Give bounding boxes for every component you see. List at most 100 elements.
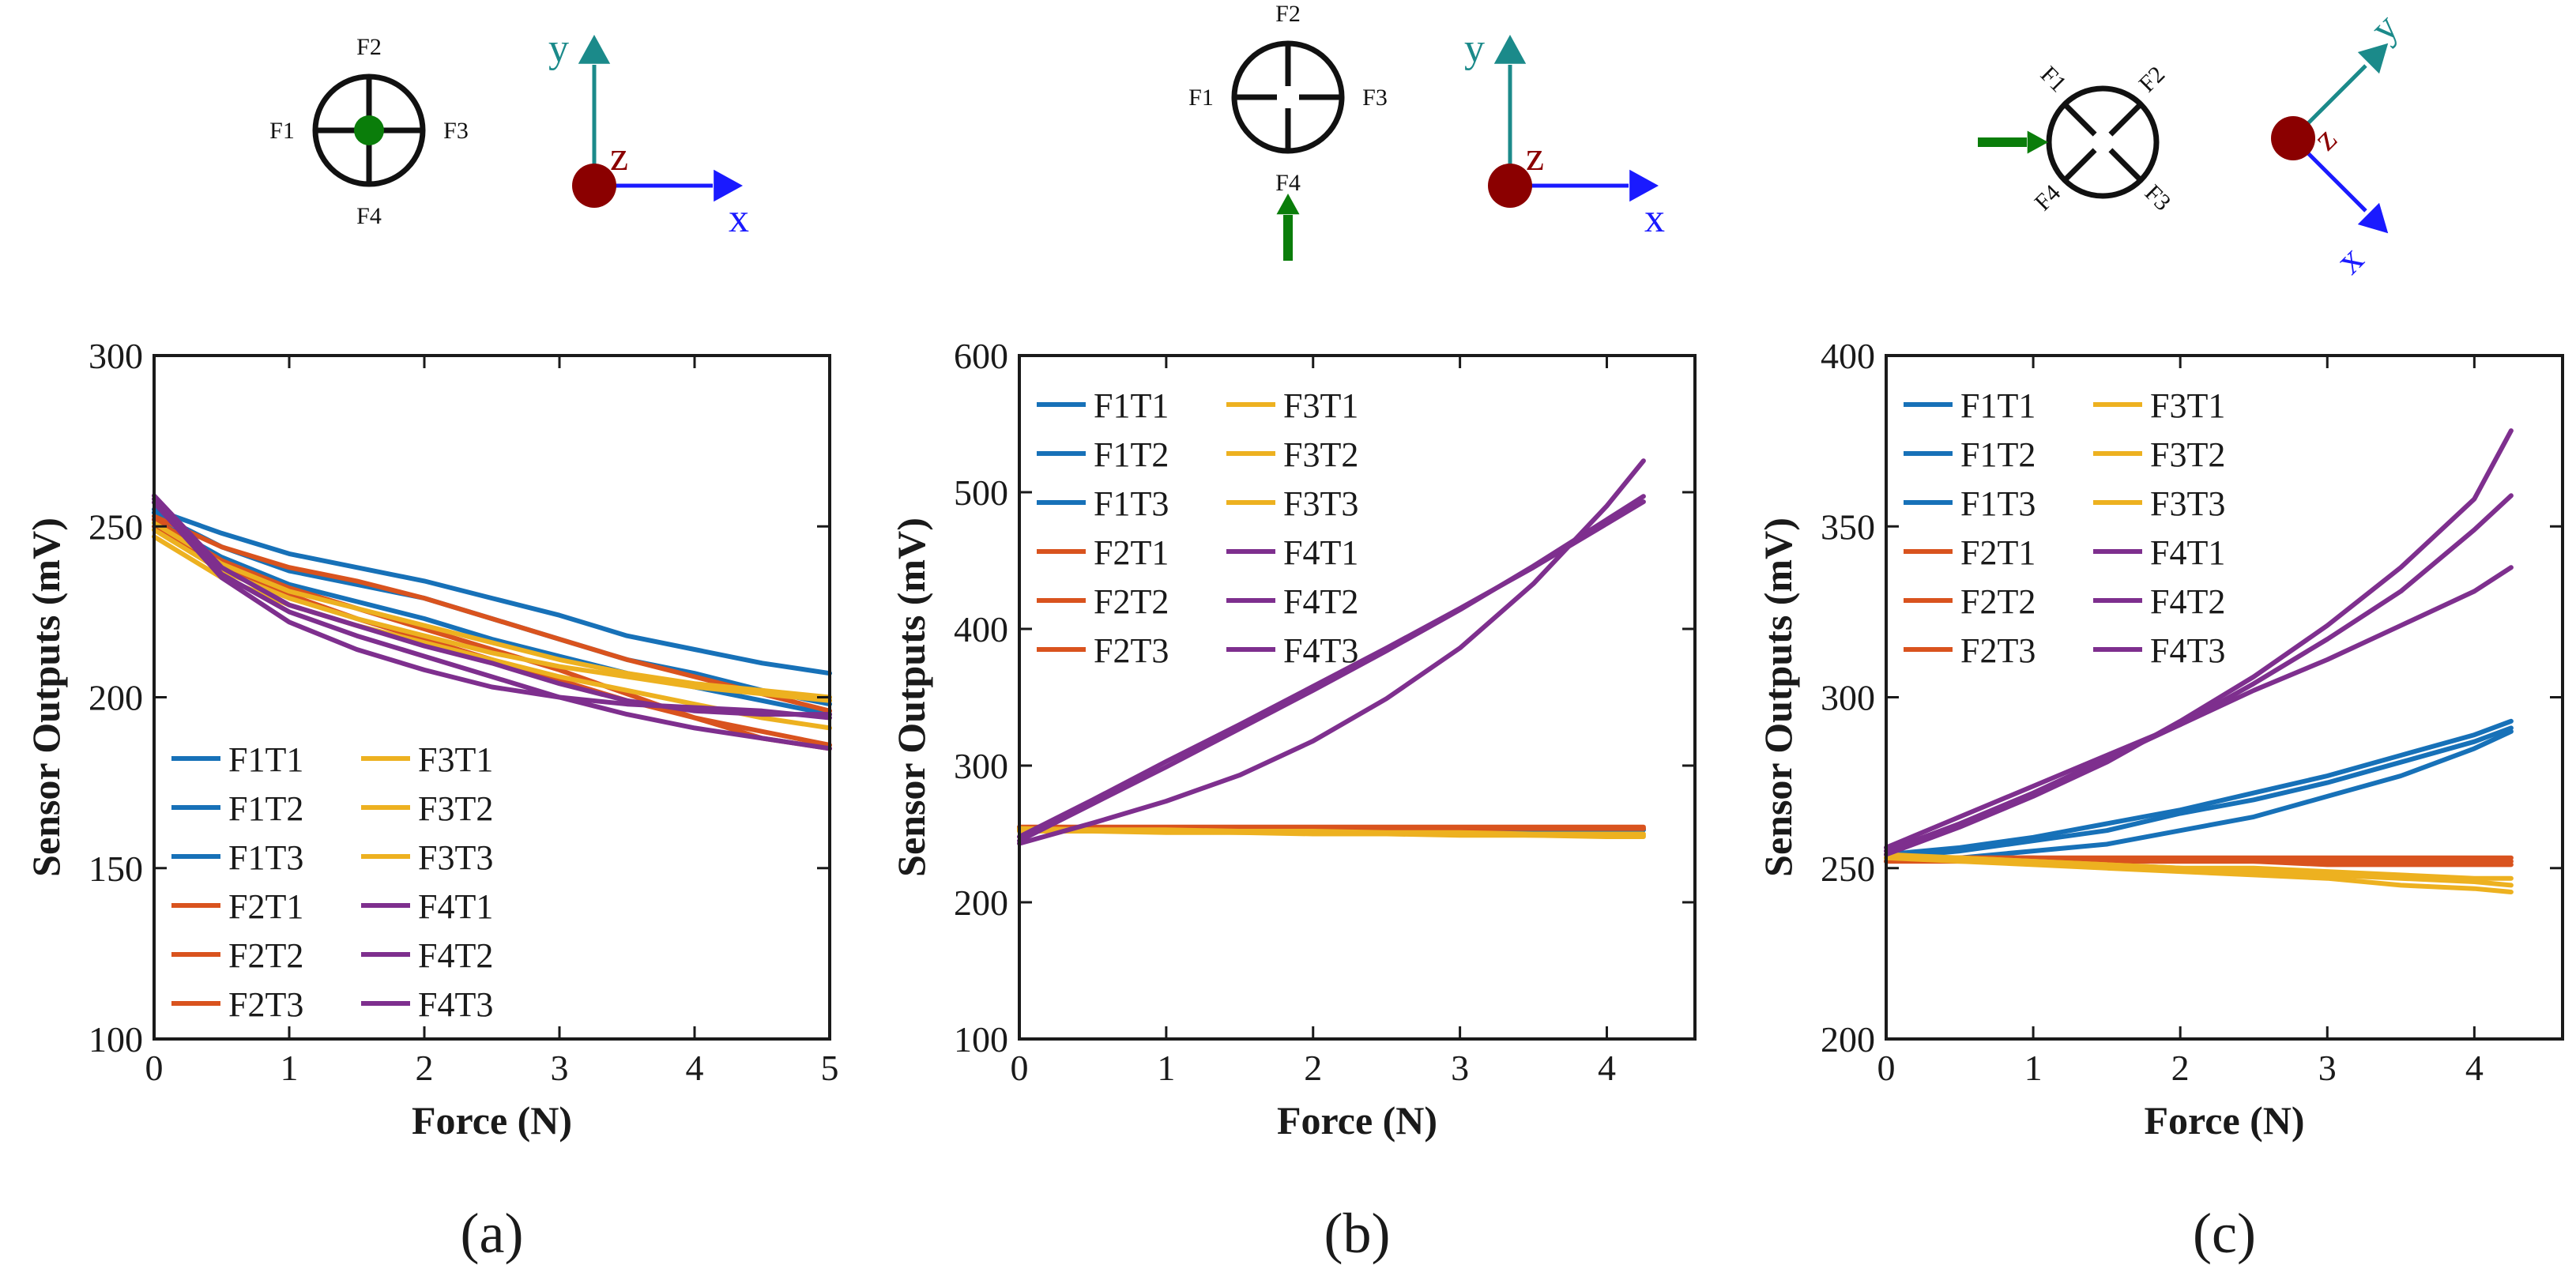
series-line-f4t3: [152, 500, 832, 721]
legend-label: F4T3: [418, 985, 493, 1024]
sensor-bar-left: [2062, 102, 2097, 137]
x-axis-ticks: 0 1 2 3 4 5: [145, 356, 839, 1088]
series-lines: [1884, 428, 2514, 894]
legend-item-f1t2: F1T2: [1037, 435, 1169, 474]
y-tick-label: 500: [954, 472, 1008, 513]
x-tick-label: 4: [2465, 1048, 2484, 1088]
legend-item-f2t2: F2T2: [1904, 582, 2036, 621]
legend-label: F1T3: [228, 838, 303, 877]
legend: F1T1 F1T2 F1T3 F2T1 F2T2 F2T3 F3T1 F3T2 F3T3 F4T1…: [1037, 386, 1358, 670]
legend-item-f4t1: F4T1: [361, 887, 493, 926]
x-tick-label: 2: [416, 1048, 434, 1088]
x-axis-ticks: 0 1 2 3 4: [1877, 356, 2484, 1088]
legend-label: F3T3: [1283, 484, 1358, 523]
legend-item-f1t2: F1T2: [1904, 435, 2036, 474]
series-line-f3t2: [1884, 855, 2514, 881]
series-line-f1t1: [152, 506, 832, 676]
y-tick-label: 250: [89, 506, 143, 547]
y-axis-symbol: y: [548, 26, 569, 71]
x-axis-symbol: x: [2326, 237, 2371, 282]
legend-label: F1T3: [1094, 484, 1169, 523]
legend-label: F1T2: [1094, 435, 1169, 474]
sensor-diagram-a: F2 F4 F1 F3 x y z: [269, 26, 749, 241]
legend-label: F1T1: [1960, 386, 2036, 425]
legend-item-f1t2: F1T2: [171, 789, 303, 828]
y-tick-label: 400: [1821, 336, 1875, 376]
label-f1: F1: [2036, 61, 2072, 97]
x-arrow-head-icon: [1629, 169, 1659, 202]
label-f1: F1: [269, 118, 295, 144]
series-line-f3t3: [1884, 855, 2514, 894]
z-axis-dot-icon: [572, 164, 616, 208]
legend-label: F1T2: [1960, 435, 2036, 474]
legend-item-f4t3: F4T3: [2093, 631, 2225, 670]
legend-item-f4t3: F4T3: [361, 985, 493, 1024]
y-axis-label: Sensor Outputs (mV): [889, 518, 933, 877]
sensor-bar-bottom: [2062, 148, 2097, 183]
legend-item-f3t2: F3T2: [361, 789, 493, 828]
legend-label: F3T1: [418, 740, 493, 779]
legend-item-f2t3: F2T3: [1037, 631, 1169, 670]
legend-label: F4T1: [418, 887, 493, 926]
y-tick-label: 400: [954, 609, 1008, 649]
series-line-f3t3: [1017, 826, 1646, 837]
x-tick-label: 0: [1877, 1048, 1896, 1088]
y-arrow-head-icon: [1493, 35, 1527, 64]
x-tick-label: 2: [2171, 1048, 2190, 1088]
force-arrow-icon: [2027, 130, 2048, 154]
legend-item-f2t1: F2T1: [1904, 533, 2036, 572]
legend-item-f4t1: F4T1: [1226, 533, 1358, 572]
legend-label: F4T2: [1283, 582, 1358, 621]
legend-item-f1t1: F1T1: [171, 740, 303, 779]
legend-label: F4T1: [1283, 533, 1358, 572]
x-axis-label: Force (N): [412, 1098, 572, 1142]
series-line-f1t2: [1884, 725, 2514, 860]
legend-item-f2t1: F2T1: [171, 887, 303, 926]
legend-item-f1t3: F1T3: [1037, 484, 1169, 523]
legend-label: F2T1: [228, 887, 303, 926]
x-arrow-head-icon: [2357, 202, 2389, 234]
sensor-bar-right: [2108, 148, 2143, 183]
x-tick-label: 4: [1598, 1048, 1616, 1088]
x-tick-label: 1: [281, 1048, 299, 1088]
legend-item-f2t2: F2T2: [171, 936, 303, 975]
legend-item-f4t2: F4T2: [361, 936, 493, 975]
legend-item-f4t2: F4T2: [2093, 582, 2225, 621]
legend-item-f2t2: F2T2: [1037, 582, 1169, 621]
legend: F1T1 F1T2 F1T3 F2T1 F2T2 F2T3 F3T1 F3T2 F3T3 F4T1…: [1904, 386, 2225, 670]
coordinate-axes-icon: yxz: [2271, 5, 2406, 282]
z-axis-symbol: z: [1526, 134, 1544, 179]
legend-label: F2T2: [1094, 582, 1169, 621]
x-tick-label: 2: [1304, 1048, 1322, 1088]
legend-item-f4t2: F4T2: [1226, 582, 1358, 621]
legend-item-f1t1: F1T1: [1904, 386, 2036, 425]
legend-label: F4T3: [2150, 631, 2225, 670]
x-axis-label: Force (N): [1277, 1098, 1437, 1142]
y-tick-label: 250: [1821, 849, 1875, 889]
series-line-f4t2: [152, 493, 832, 717]
legend-label: F2T3: [1094, 631, 1169, 670]
x-tick-label: 1: [2024, 1048, 2043, 1088]
x-tick-label: 0: [1011, 1048, 1029, 1088]
x-tick-label: 0: [145, 1048, 164, 1088]
legend-item-f2t1: F2T1: [1037, 533, 1169, 572]
label-f2: F2: [2133, 61, 2170, 97]
legend-item-f4t3: F4T3: [1226, 631, 1358, 670]
panel-caption: (c): [2193, 1202, 2256, 1265]
y-tick-label: 350: [1821, 506, 1875, 547]
legend-item-f3t3: F3T3: [361, 838, 493, 877]
legend-item-f3t1: F3T1: [1226, 386, 1358, 425]
sensor-diagram-b: F2 F4 F1 F3 x y z: [1188, 1, 1665, 261]
x-tick-label: 5: [821, 1048, 839, 1088]
label-f3: F3: [443, 118, 469, 144]
legend-item-f1t3: F1T3: [1904, 484, 2036, 523]
legend-item-f2t3: F2T3: [1904, 631, 2036, 670]
series-line-f2t1: [152, 514, 832, 713]
series-line-f3t2: [152, 527, 832, 703]
y-tick-label: 300: [954, 746, 1008, 786]
legend-label: F3T2: [418, 789, 493, 828]
y-tick-label: 600: [954, 336, 1008, 376]
